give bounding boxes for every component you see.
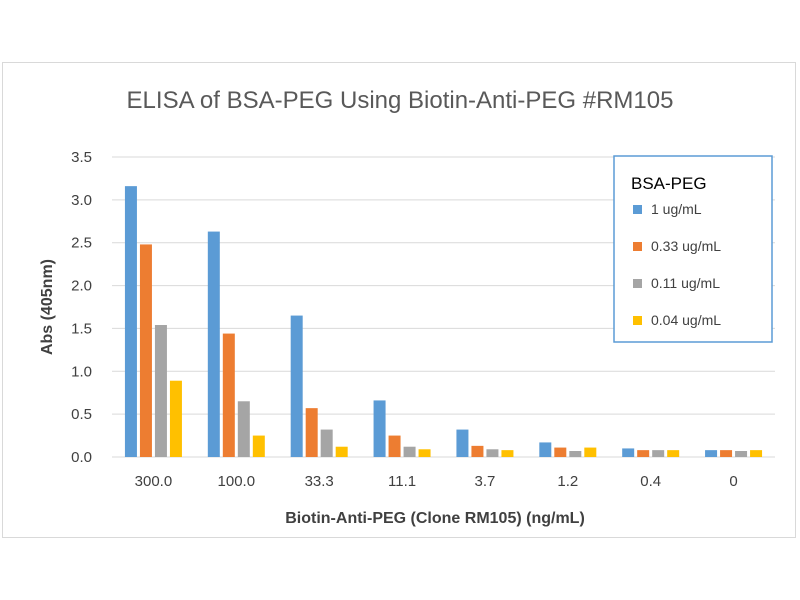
legend-title: BSA-PEG [631, 174, 707, 193]
bar-0-33-ug-ml [305, 408, 318, 457]
bar-1-ug-ml [456, 429, 469, 457]
bar-1-ug-ml [207, 231, 220, 457]
legend-item-label: 0.33 ug/mL [651, 238, 721, 254]
legend-swatch [633, 279, 642, 288]
x-axis-label: Biotin-Anti-PEG (Clone RM105) (ng/mL) [285, 510, 585, 527]
bar-0-33-ug-ml [720, 450, 733, 457]
x-tick-label: 300.0 [135, 473, 173, 490]
bar-1-ug-ml [705, 450, 718, 457]
y-tick-label: 0.5 [71, 406, 92, 423]
bar-0-04-ug-ml [335, 446, 348, 457]
y-tick-label: 1.5 [71, 320, 92, 337]
legend-swatch [633, 205, 642, 214]
y-axis-label: Abs (405nm) [39, 259, 56, 355]
bar-1-ug-ml [290, 315, 303, 457]
chart-frame [2, 62, 796, 538]
x-tick-label: 11.1 [388, 473, 416, 490]
y-tick-label: 0.0 [71, 449, 92, 466]
y-tick-label: 2.0 [71, 278, 92, 295]
y-tick-label: 3.0 [71, 192, 92, 209]
bar-0-11-ug-ml [320, 429, 333, 457]
bar-0-04-ug-ml [418, 449, 431, 457]
bar-0-33-ug-ml [139, 244, 152, 457]
bar-0-04-ug-ml [501, 450, 514, 457]
y-tick-label: 3.5 [71, 149, 92, 166]
bar-0-11-ug-ml [403, 446, 416, 457]
y-tick-label: 2.5 [71, 235, 92, 252]
x-tick-label: 33.3 [305, 473, 334, 490]
bar-0-33-ug-ml [637, 450, 650, 457]
x-tick-label: 3.7 [475, 473, 496, 490]
bar-0-11-ug-ml [486, 449, 499, 457]
bar-0-33-ug-ml [222, 333, 235, 457]
y-tick-label: 1.0 [71, 363, 92, 380]
bar-0-33-ug-ml [554, 447, 567, 457]
x-tick-label: 0 [729, 473, 737, 490]
bar-0-04-ug-ml [169, 380, 182, 457]
legend-swatch [633, 242, 642, 251]
bar-0-33-ug-ml [388, 435, 401, 457]
bar-0-11-ug-ml [735, 451, 748, 457]
bar-0-11-ug-ml [652, 450, 665, 457]
bar-0-04-ug-ml [584, 447, 597, 457]
bar-0-04-ug-ml [750, 450, 763, 457]
bar-1-ug-ml [622, 448, 635, 457]
bar-0-04-ug-ml [667, 450, 680, 457]
legend-item-label: 1 ug/mL [651, 201, 702, 217]
legend-item-label: 0.04 ug/mL [651, 312, 721, 328]
bar-1-ug-ml [124, 186, 137, 457]
bar-0-11-ug-ml [569, 451, 582, 457]
x-tick-label: 0.4 [640, 473, 661, 490]
bar-0-33-ug-ml [471, 445, 484, 457]
legend-item-label: 0.11 ug/mL [651, 275, 720, 291]
bar-1-ug-ml [373, 400, 386, 457]
bar-1-ug-ml [539, 442, 552, 457]
bar-0-11-ug-ml [237, 401, 250, 457]
legend: BSA-PEG 1 ug/mL 0.33 ug/mL 0.11 ug/mL 0.04 … [613, 155, 773, 343]
x-tick-label: 100.0 [218, 473, 256, 490]
bar-0-04-ug-ml [252, 435, 265, 457]
x-tick-label: 1.2 [557, 473, 578, 490]
legend-swatch [633, 316, 642, 325]
chart-title: ELISA of BSA-PEG Using Biotin-Anti-PEG #… [127, 87, 674, 114]
bar-0-11-ug-ml [154, 325, 167, 457]
